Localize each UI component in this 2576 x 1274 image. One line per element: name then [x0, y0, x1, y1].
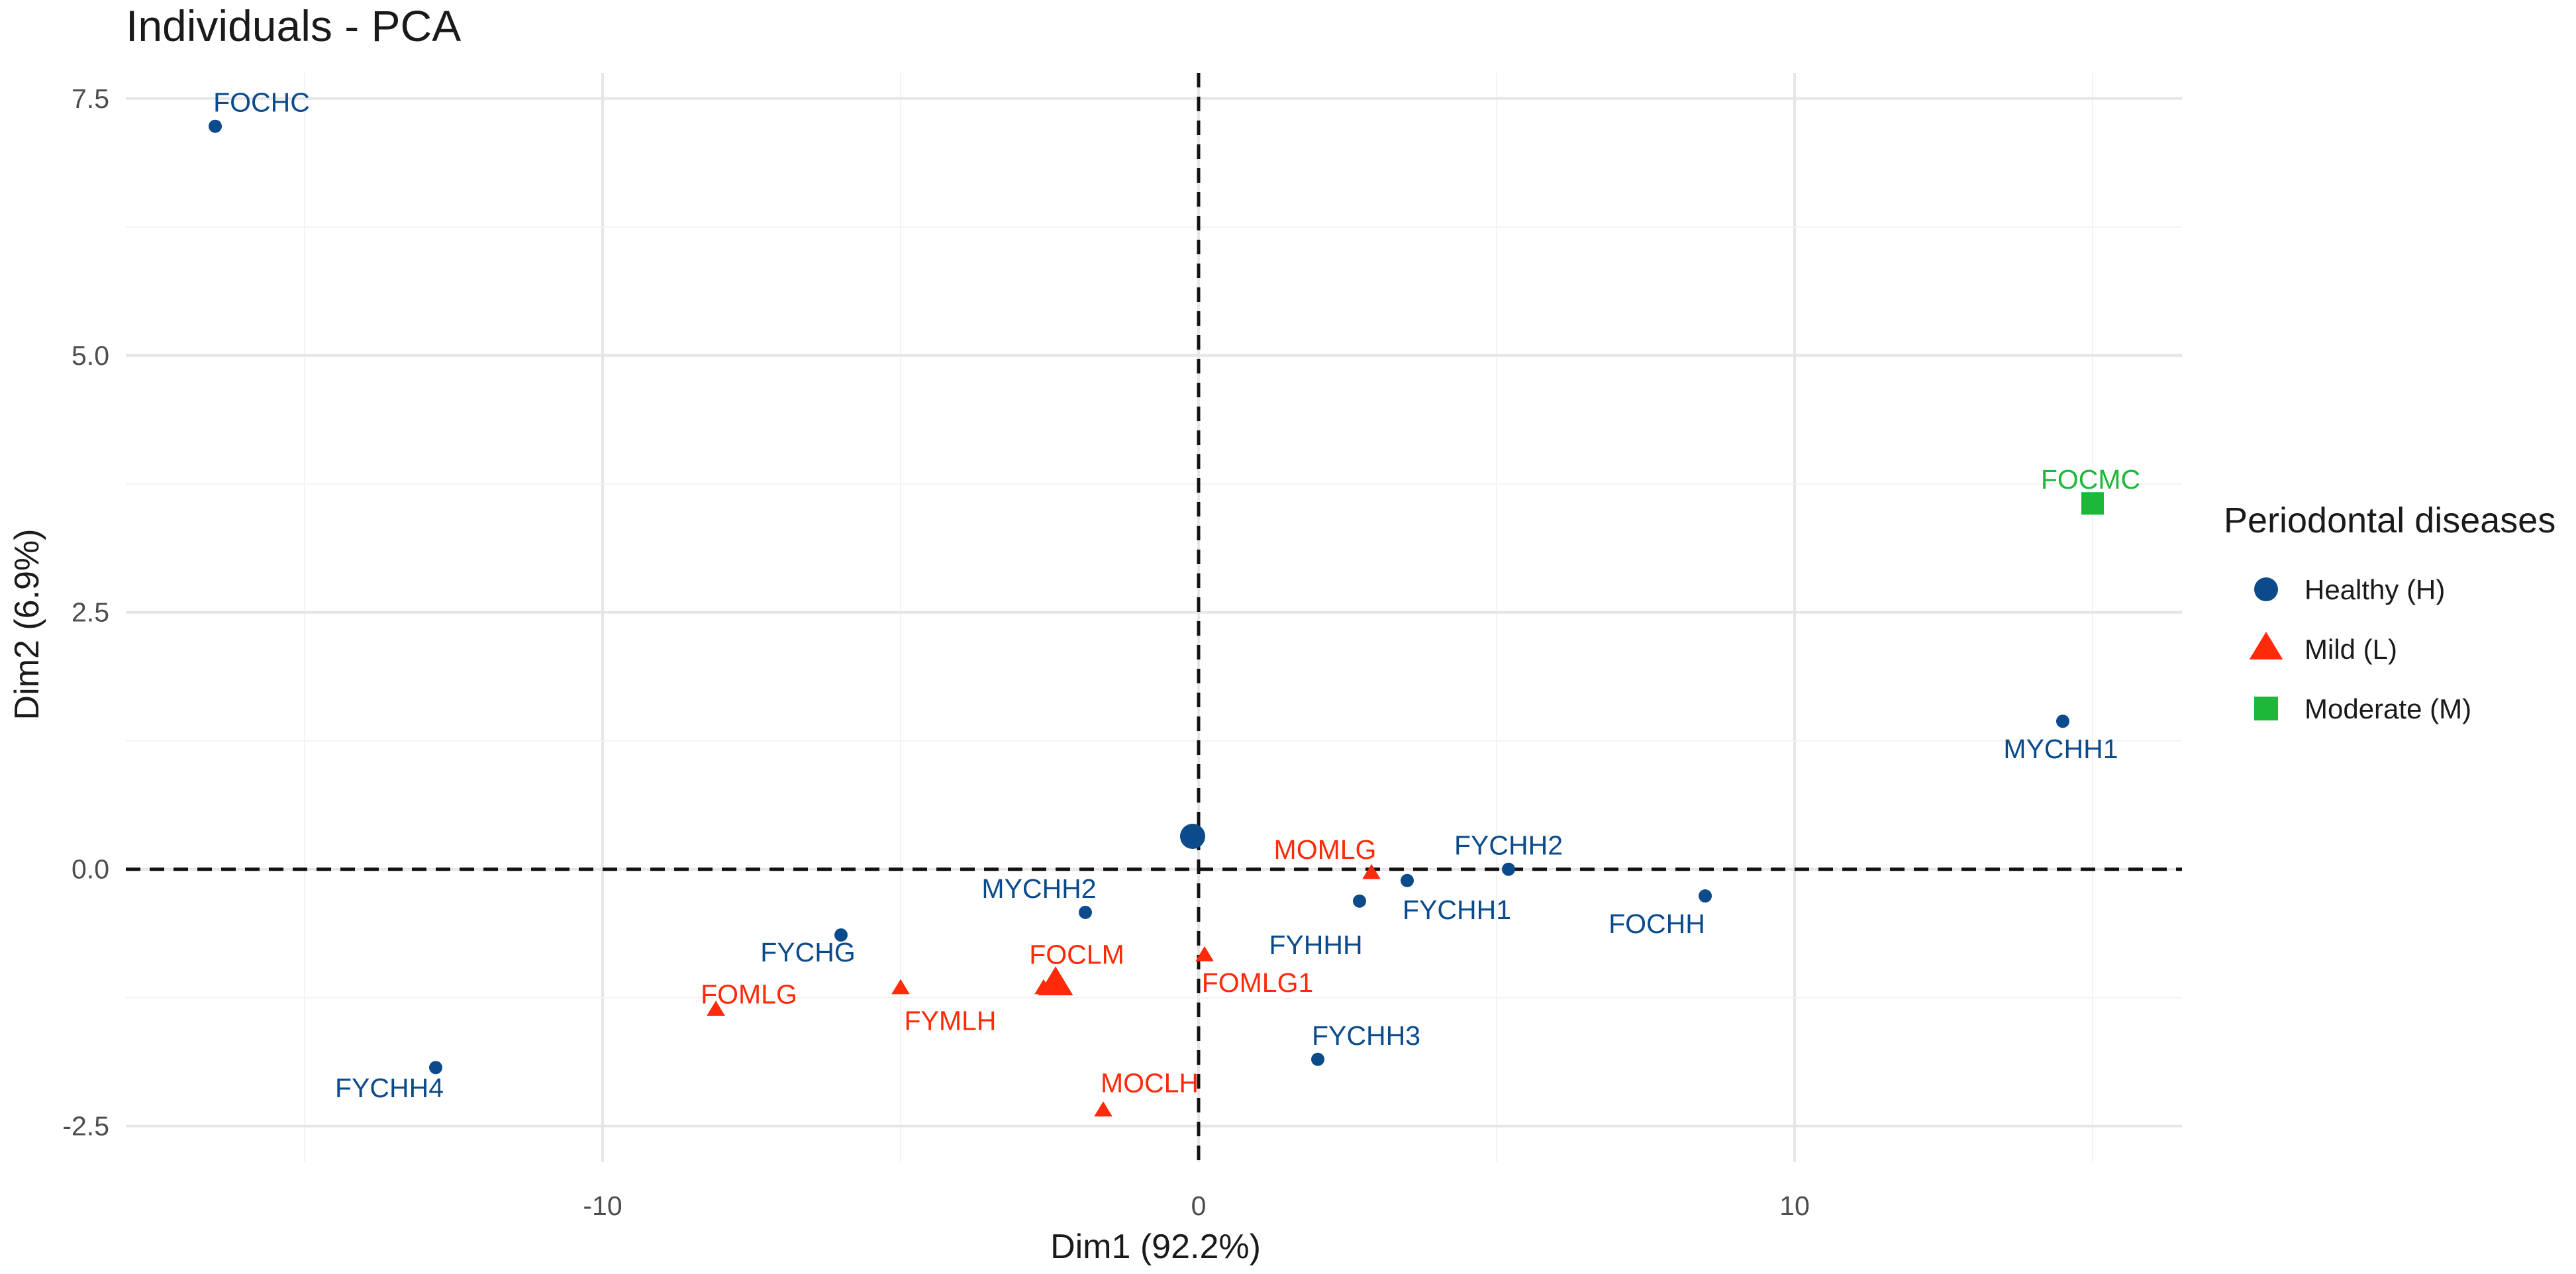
data-point: [1195, 946, 1214, 961]
data-point: [707, 1001, 725, 1016]
data-points: [209, 119, 2104, 1117]
data-point: [1094, 1101, 1113, 1117]
point-label: MOMLG: [1274, 834, 1377, 865]
data-point: [2081, 492, 2104, 515]
y-tick-label: 7.5: [72, 83, 109, 114]
legend-marker: [2249, 632, 2283, 660]
group-centroid: [1038, 966, 1073, 996]
data-point: [2056, 714, 2069, 728]
point-label: FOMLG: [701, 979, 797, 1009]
point-label: FYCHH4: [335, 1073, 444, 1103]
data-point: [891, 979, 910, 995]
y-tick-label: 0.0: [72, 854, 109, 885]
point-label: FYCHH2: [1454, 830, 1563, 861]
data-point: [1353, 894, 1366, 908]
y-axis-title: Dim2 (6.9%): [8, 529, 46, 720]
data-point: [1502, 862, 1515, 876]
point-label: FYCHH3: [1312, 1020, 1420, 1051]
group-centroid: [1180, 824, 1205, 850]
point-label: FOCHH: [1609, 908, 1705, 939]
point-labels: FOCHC FYCHH4 FYCHG MYCHH2 FYHHH FYCHH1 FYCHH2 F…: [213, 87, 2140, 1104]
data-point: [1311, 1052, 1324, 1066]
point-label: FYHHH: [1269, 930, 1362, 960]
data-point: [429, 1061, 442, 1075]
legend-entry: Moderate (M): [2254, 693, 2471, 724]
point-label: FOMLG1: [1202, 967, 1314, 998]
x-tick-label: 10: [1779, 1191, 1810, 1221]
legend-title: Periodontal diseases: [2224, 501, 2555, 540]
data-point: [1401, 873, 1414, 887]
point-label: FOCLM: [1029, 940, 1124, 970]
legend-label: Mild (L): [2304, 634, 2397, 665]
legend-entries: Healthy (H) Mild (L) Moderate (M): [2249, 574, 2471, 724]
point-label: FYMLH: [905, 1006, 997, 1036]
plot-grid: [126, 73, 2182, 1162]
data-point: [209, 119, 222, 133]
x-axis-title: Dim1 (92.2%): [1050, 1228, 1261, 1266]
y-tick-label: 2.5: [72, 597, 109, 628]
point-label: MYCHH2: [981, 873, 1096, 904]
x-axis-ticks: -10 0 10: [583, 1191, 1809, 1221]
legend-marker: [2254, 577, 2278, 601]
legend-entry: Healthy (H): [2254, 574, 2445, 605]
point-label: MYCHH1: [2003, 734, 2118, 764]
data-point: [834, 928, 848, 942]
legend-label: Moderate (M): [2304, 693, 2471, 724]
data-point: [1079, 905, 1092, 919]
legend-marker: [2254, 697, 2278, 720]
y-tick-label: -2.5: [62, 1111, 109, 1142]
data-point: [1699, 889, 1712, 903]
legend: Periodontal diseases Healthy (H) Mild (L)…: [2224, 501, 2555, 724]
x-tick-label: 0: [1191, 1191, 1207, 1221]
point-label: FYCHH1: [1403, 895, 1511, 925]
y-axis-ticks: -2.5 0.0 2.5 5.0 7.5: [62, 83, 109, 1142]
point-label: FOCHC: [213, 87, 310, 118]
data-point: [1362, 863, 1381, 879]
x-tick-label: -10: [583, 1191, 622, 1221]
y-tick-label: 5.0: [72, 340, 109, 371]
reference-lines: [126, 73, 2182, 1162]
chart-title: Individuals - PCA: [126, 1, 461, 50]
point-label: FOCMC: [2041, 464, 2140, 495]
legend-label: Healthy (H): [2304, 574, 2445, 605]
point-label: FYCHG: [760, 937, 856, 967]
point-label: MOCLH: [1101, 1067, 1199, 1098]
legend-entry: Mild (L): [2249, 632, 2397, 665]
